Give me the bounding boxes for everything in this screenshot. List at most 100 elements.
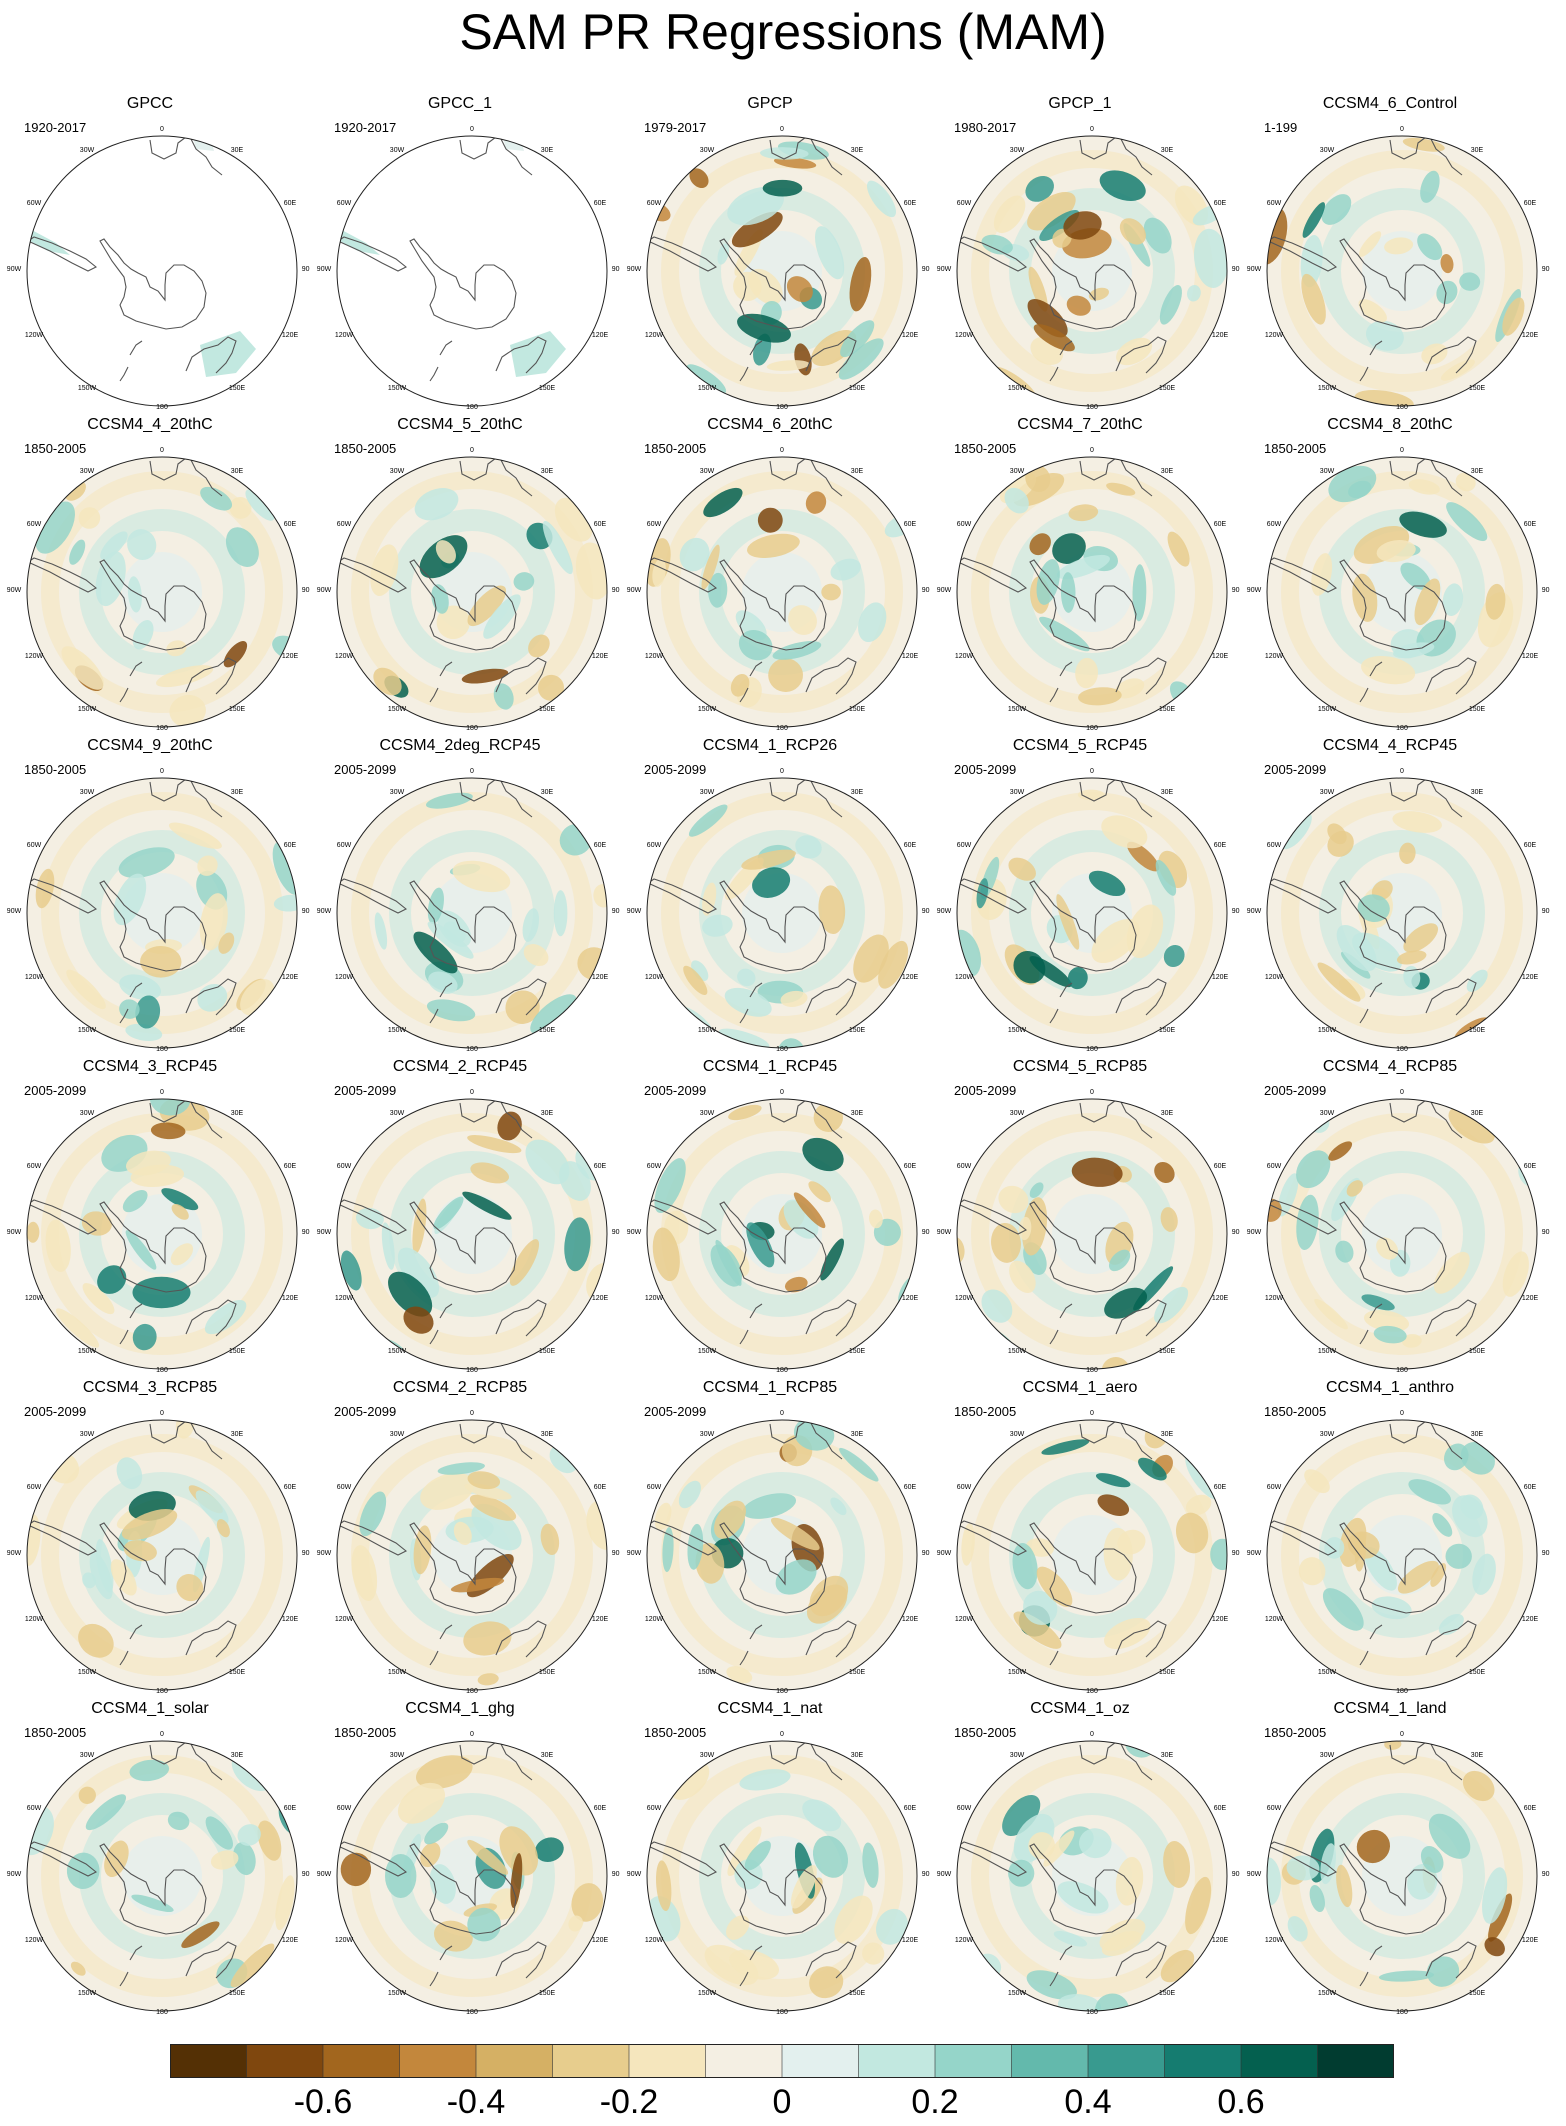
map-panel: CCSM4_3_RCP85 0 30E 60E 90E 120E 150E 180 150W 12… (0, 1379, 310, 1701)
longitude-label: 60E (594, 521, 607, 528)
longitude-label: 120W (25, 1937, 44, 1944)
longitude-label: 120W (335, 974, 354, 981)
longitude-label: 180 (1396, 1688, 1408, 1695)
map-boundary (646, 456, 918, 728)
map-panel: GPCC_1 0 30E 60E 90E 120E 150E 180 150W 120W 90W 60… (310, 95, 620, 417)
panel-title: CCSM4_6_20thC (707, 416, 833, 433)
longitude-label: 150W (388, 1669, 407, 1676)
longitude-label: 60W (337, 1484, 352, 1491)
field-layer (1267, 457, 1537, 727)
map-boundary (1266, 777, 1538, 1049)
colorbar-swatch (628, 2044, 707, 2078)
longitude-label: 30E (1471, 147, 1484, 154)
map-boundary (336, 135, 608, 407)
longitude-label: 30W (700, 147, 715, 154)
longitude-label: 150E (229, 1990, 246, 1997)
longitude-label: 150E (229, 1348, 246, 1355)
field-layer (957, 136, 1227, 406)
longitude-label: 90E (1232, 1871, 1240, 1878)
longitude-label: 120E (592, 332, 609, 339)
longitude-label: 120W (25, 653, 44, 660)
panel-years: 1850-2005 (954, 1725, 1017, 1740)
longitude-label: 60E (284, 1163, 297, 1170)
colorbar-tick-label: 0 (772, 2083, 792, 2121)
coastlines (27, 1420, 237, 1666)
longitude-label: 90W (937, 1229, 952, 1236)
longitude-label: 60W (1267, 1805, 1282, 1812)
longitude-label: 90W (627, 1229, 642, 1236)
longitude-label: 30E (541, 789, 554, 796)
longitude-label: 30W (80, 1110, 95, 1117)
map-boundary (956, 1740, 1228, 2012)
longitude-label: 60W (647, 1163, 662, 1170)
map-boundary (26, 777, 298, 1049)
map-panel: GPCP_1 0 30E 60E 90E 120E 150E 180 150W 120W 90W 60… (930, 95, 1240, 417)
coastlines (337, 1420, 547, 1666)
longitude-label: 90E (302, 587, 310, 594)
field-layer (957, 1420, 1227, 1690)
longitude-label: 30E (541, 468, 554, 475)
longitude-label: 90W (317, 1229, 332, 1236)
longitude-label: 120W (1265, 653, 1284, 660)
map-panel: CCSM4_6_Control 0 30E 60E 90E 120E 150E 180 150W… (1240, 95, 1550, 417)
longitude-label: 90W (937, 266, 952, 273)
longitude-label: 0 (470, 126, 474, 133)
longitude-label: 150E (539, 1027, 556, 1034)
longitude-label: 90W (627, 266, 642, 273)
longitude-label: 30E (1161, 1110, 1174, 1117)
longitude-label: 30W (1010, 1752, 1025, 1759)
longitude-label: 30E (851, 147, 864, 154)
longitude-label: 30W (1320, 147, 1335, 154)
polar-map: 0 30E 60E 90E 120E 150E 180 150W 120W 90W 60W 30W (1247, 447, 1550, 732)
longitude-label: 30E (231, 468, 244, 475)
panel-title: CCSM4_1_aero (1022, 1379, 1138, 1396)
panel-years: 2005-2099 (334, 762, 397, 777)
panel-years: 1850-2005 (24, 441, 87, 456)
longitude-label: 180 (1086, 1367, 1098, 1374)
colorbar-swatch (1317, 2044, 1394, 2078)
longitude-label: 120E (282, 1295, 299, 1302)
panel-years: 1850-2005 (644, 1725, 707, 1740)
longitude-label: 120W (645, 332, 664, 339)
colorbar-swatch (399, 2044, 477, 2078)
longitude-label: 0 (470, 447, 474, 454)
colorbar-swatch (246, 2044, 324, 2078)
field-layer (27, 457, 297, 727)
polar-map: 0 30E 60E 90E 120E 150E 180 150W 120W 90W 60W 30W (1247, 126, 1550, 411)
longitude-label: 90W (1247, 1229, 1262, 1236)
map-boundary (646, 1740, 918, 2012)
panel-title: CCSM4_1_land (1333, 1700, 1447, 1717)
longitude-label: 120E (902, 332, 919, 339)
longitude-label: 120W (955, 974, 974, 981)
longitude-label: 60W (957, 1163, 972, 1170)
longitude-label: 60W (957, 1805, 972, 1812)
polar-map: 0 30E 60E 90E 120E 150E 180 150W 120W 90W 60W 30W (937, 1089, 1240, 1374)
longitude-label: 60E (1214, 1484, 1227, 1491)
longitude-label: 120W (955, 653, 974, 660)
longitude-label: 90E (612, 908, 620, 915)
colorbar-swatch (781, 2044, 860, 2078)
longitude-label: 180 (156, 1688, 168, 1695)
map-panel: CCSM4_9_20thC 0 30E 60E 90E 120E 150E 180 150W 12… (0, 737, 310, 1059)
longitude-label: 0 (1400, 1089, 1404, 1096)
longitude-label: 30W (1320, 1752, 1335, 1759)
longitude-label: 60W (337, 521, 352, 528)
longitude-label: 90E (302, 1550, 310, 1557)
panel-title: CCSM4_3_RCP45 (82, 1058, 218, 1075)
coastlines (647, 1099, 857, 1345)
colorbar-swatch (1240, 2044, 1319, 2078)
longitude-label: 180 (156, 404, 168, 411)
longitude-label: 60E (904, 1484, 917, 1491)
longitude-label: 180 (1396, 725, 1408, 732)
longitude-label: 150W (1318, 1027, 1337, 1034)
coastlines (957, 136, 1167, 382)
longitude-label: 120E (902, 1295, 919, 1302)
longitude-label: 0 (1090, 1731, 1094, 1738)
longitude-label: 180 (1396, 2009, 1408, 2016)
field-layer (27, 1099, 297, 1369)
panel-years: 2005-2099 (1264, 1083, 1327, 1098)
polar-map: 0 30E 60E 90E 120E 150E 180 150W 120W 90W 60W 30W (937, 447, 1240, 732)
field-layer (27, 1741, 297, 2011)
longitude-label: 150E (1469, 1027, 1486, 1034)
field-layer (957, 778, 1227, 1048)
